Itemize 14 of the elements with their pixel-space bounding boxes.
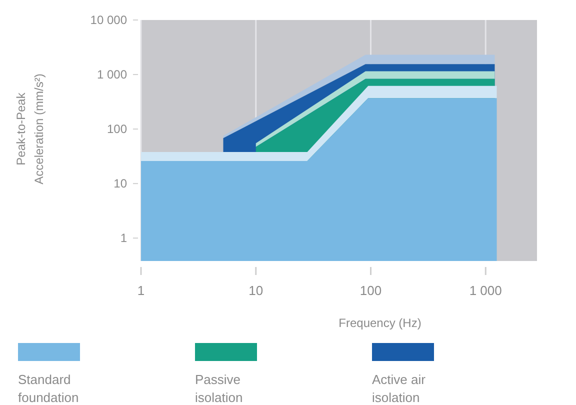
- y-tick-label: 10 000: [90, 13, 128, 27]
- y-axis-title: Peak-to-Peak Acceleration (mm/s²): [14, 74, 46, 184]
- x-axis-title: Frequency (Hz): [338, 316, 422, 330]
- x-tick-label: 1 000: [469, 283, 502, 298]
- x-tick-label: 100: [360, 283, 382, 298]
- x-tick-label: 1: [137, 283, 145, 298]
- y-tick-label: 1: [120, 231, 128, 246]
- x-tick-label: 10: [248, 283, 264, 298]
- y-tick-label: 10: [114, 176, 128, 191]
- y-tick-label: 1 000: [96, 68, 128, 82]
- legend-label: Standard foundation: [18, 372, 79, 405]
- y-tick-label: 100: [106, 122, 128, 136]
- legend-label: Active air isolation: [372, 372, 426, 405]
- legend-label: Passive isolation: [195, 372, 243, 405]
